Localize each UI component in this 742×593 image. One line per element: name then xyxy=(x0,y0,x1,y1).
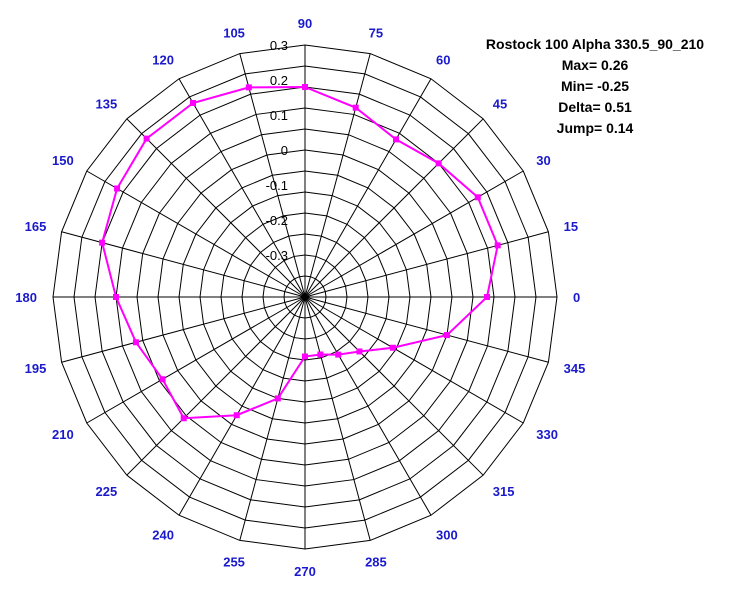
angle-tick-label: 180 xyxy=(15,290,37,305)
radial-tick-label: -0.2 xyxy=(266,213,288,228)
radial-tick-labels: -0.3 -0.2 -0.1 0 0.1 0.2 0.3 xyxy=(266,38,288,263)
data-point xyxy=(302,84,308,90)
data-point xyxy=(190,100,196,107)
angle-tick-label: 300 xyxy=(436,527,458,542)
angle-tick-label: 135 xyxy=(96,96,118,111)
angle-tick-label: 225 xyxy=(96,484,118,499)
stat-min: Min= -0.25 xyxy=(560,78,630,94)
data-point xyxy=(113,294,119,300)
grid-spoke xyxy=(178,78,306,298)
grid-spoke xyxy=(239,296,306,541)
grid-spoke xyxy=(126,296,306,476)
angle-tick-label: 45 xyxy=(493,96,507,111)
angle-tick-label: 75 xyxy=(369,25,383,40)
data-point xyxy=(114,185,121,192)
angle-tick-label: 90 xyxy=(298,16,312,31)
grid-spoke xyxy=(304,296,432,516)
angle-tick-label: 120 xyxy=(152,53,174,68)
grid-spoke xyxy=(61,231,306,298)
grid-spoke xyxy=(304,78,432,298)
angle-tick-label: 15 xyxy=(564,219,578,234)
radial-tick-label: 0 xyxy=(281,143,288,158)
data-point xyxy=(233,412,240,419)
data-point xyxy=(245,84,252,91)
angle-tick-label: 270 xyxy=(294,564,316,579)
grid-spoke xyxy=(61,296,306,363)
stat-jump: Jump= 0.14 xyxy=(556,120,634,136)
angle-tick-label: 255 xyxy=(223,555,245,570)
data-point xyxy=(356,348,363,355)
angle-tick-label: 285 xyxy=(365,555,387,570)
data-point xyxy=(474,194,481,201)
stat-max: Max= 0.26 xyxy=(561,57,629,73)
data-point xyxy=(132,339,139,346)
data-point xyxy=(317,351,324,358)
angle-tick-label: 240 xyxy=(152,527,174,542)
radial-tick-label: 0.2 xyxy=(270,73,288,88)
data-point xyxy=(484,294,490,300)
data-point xyxy=(302,353,308,360)
data-point xyxy=(180,415,187,422)
radial-tick-label: -0.3 xyxy=(266,248,288,263)
grid-spoke xyxy=(304,296,371,541)
grid-spoke xyxy=(126,118,306,298)
angle-tick-label: 330 xyxy=(536,427,558,442)
data-point xyxy=(389,344,396,351)
data-point xyxy=(143,135,150,142)
grid-spoke xyxy=(304,231,549,298)
angle-tick-label: 0 xyxy=(573,290,580,305)
data-point xyxy=(494,242,501,249)
grid-spoke xyxy=(304,296,524,424)
radial-tick-label: -0.1 xyxy=(266,178,288,193)
chart-title: Rostock 100 Alpha 330.5_90_210 xyxy=(485,36,705,52)
radial-tick-label: 0.3 xyxy=(270,38,288,53)
data-point xyxy=(443,332,450,339)
angle-tick-label: 315 xyxy=(493,484,515,499)
grid-spoke xyxy=(304,296,484,476)
grid-spoke xyxy=(86,170,306,298)
grid-spoke xyxy=(304,170,524,298)
data-point xyxy=(352,104,359,111)
angle-tick-label: 105 xyxy=(223,25,245,40)
angle-tick-label: 210 xyxy=(52,427,74,442)
grid-spoke xyxy=(86,296,306,424)
stat-delta: Delta= 0.51 xyxy=(558,99,632,115)
grid-spoke xyxy=(304,118,484,298)
angle-tick-label: 165 xyxy=(25,219,47,234)
angle-tick-label: 345 xyxy=(564,361,586,376)
angle-tick-labels: 0 15 30 45 60 75 90 105 120 135 150 165 180 195 210 225… xyxy=(15,16,585,579)
grid-spoke xyxy=(178,296,306,516)
chart-info-block: Rostock 100 Alpha 330.5_90_210 Max= 0.26… xyxy=(460,34,730,139)
angle-tick-label: 150 xyxy=(52,153,74,168)
data-point xyxy=(393,136,399,143)
radial-tick-label: 0.1 xyxy=(270,108,288,123)
data-point xyxy=(435,160,442,167)
angle-tick-label: 30 xyxy=(536,153,550,168)
grid-spoke xyxy=(304,53,371,298)
data-series xyxy=(99,84,501,422)
data-point xyxy=(99,239,106,246)
grid-spoke xyxy=(239,53,306,298)
grid-spokes xyxy=(53,45,557,549)
grid-spoke xyxy=(304,296,549,363)
angle-tick-label: 195 xyxy=(25,361,47,376)
data-point xyxy=(335,351,342,358)
data-point xyxy=(274,395,281,402)
angle-tick-label: 60 xyxy=(436,53,450,68)
data-point xyxy=(159,376,166,383)
